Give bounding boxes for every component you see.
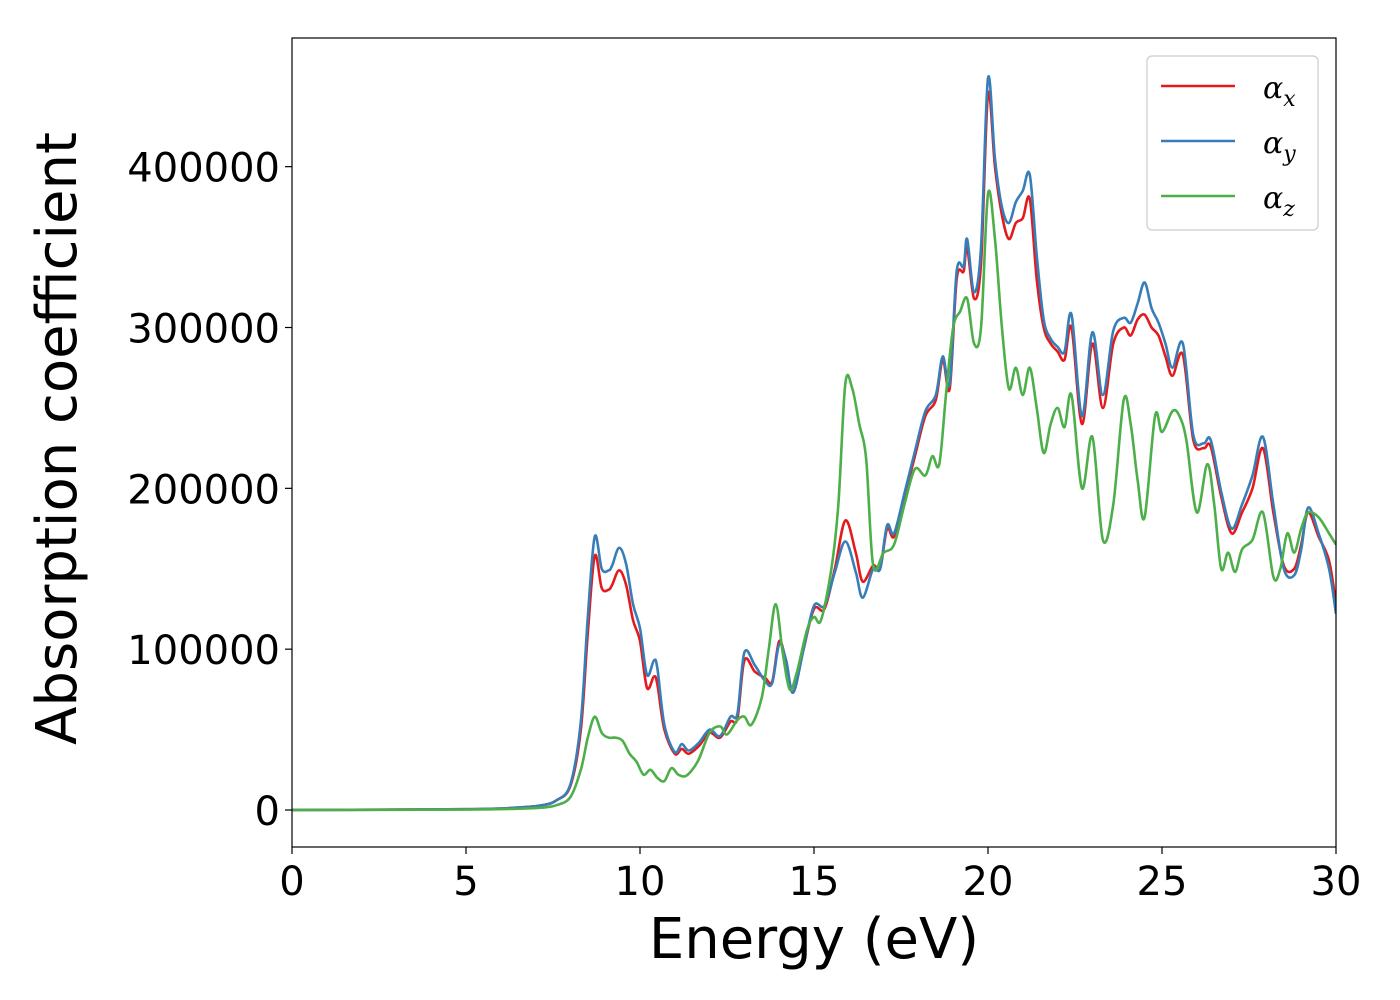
y-tick-label: 200000 [127,467,280,513]
series-lines [292,74,1336,812]
x-axis-title: Energy (eV) [649,907,979,972]
y-axis: 0 100000 200000 300000 400000 [127,146,292,835]
x-tick-label: 10 [615,859,666,905]
y-axis-title: Absorption coefficient [25,132,90,745]
legend-box [1146,55,1319,231]
y-tick-label: 0 [255,789,280,835]
y-tick-label: 400000 [127,146,280,192]
legend-label-y: αy [1263,126,1296,167]
y-tick-label: 100000 [127,628,280,674]
series-line-z [292,189,1336,812]
series-line-y [292,74,1336,812]
x-tick-label: 15 [789,859,840,905]
x-tick-label: 5 [453,859,478,905]
x-tick-label: 25 [1137,859,1188,905]
x-tick-label: 30 [1311,859,1362,905]
x-tick-label: 0 [279,859,304,905]
x-axis: 0 5 10 15 20 25 30 [279,847,1361,905]
x-tick-label: 20 [963,859,1014,905]
legend-label-x: αx [1263,71,1296,112]
y-tick-label: 300000 [127,307,280,353]
